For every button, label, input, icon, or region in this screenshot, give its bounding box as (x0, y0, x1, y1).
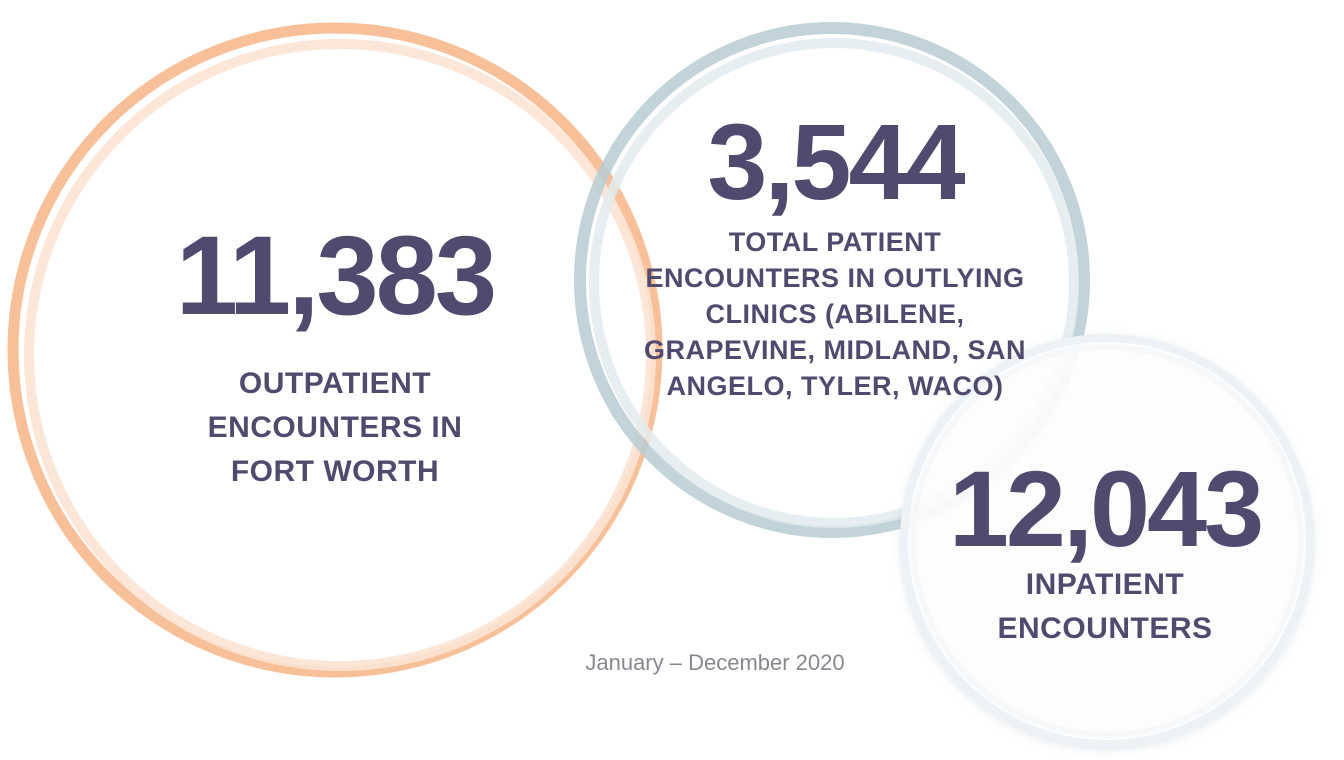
label-line: OUTPATIENT (238, 367, 432, 400)
label-line: ENCOUNTERS (997, 612, 1213, 645)
inpatient-circle (900, 334, 1314, 748)
inpatient-value: 12,043 (948, 448, 1264, 569)
inpatient-stat: 12,043 INPATIENT ENCOUNTERS (930, 455, 1280, 651)
outpatient-value: 11,383 (175, 213, 497, 338)
outlying-circle (574, 22, 1090, 538)
label-line: ENCOUNTERS IN (207, 411, 463, 444)
outlying-label: TOTAL PATIENT ENCOUNTERS IN OUTLYING CLI… (630, 224, 1040, 404)
label-line: INPATIENT (1025, 568, 1185, 601)
outpatient-circle (7, 22, 663, 678)
outlying-stat: 3,544 TOTAL PATIENT ENCOUNTERS IN OUTLYI… (630, 108, 1040, 404)
label-line: CLINICS (ABILENE, (705, 299, 965, 329)
outpatient-stat: 11,383 OUTPATIENT ENCOUNTERS IN FORT WOR… (135, 220, 535, 494)
label-line: ANGELO, TYLER, WACO) (666, 371, 1004, 401)
label-line: FORT WORTH (230, 455, 440, 488)
label-line: TOTAL PATIENT (728, 227, 942, 257)
period-caption: January – December 2020 (585, 650, 845, 675)
outpatient-label: OUTPATIENT ENCOUNTERS IN FORT WORTH (135, 362, 535, 494)
label-line: GRAPEVINE, MIDLAND, SAN (643, 335, 1027, 365)
outlying-value: 3,544 (707, 101, 965, 222)
inpatient-label: INPATIENT ENCOUNTERS (930, 563, 1280, 651)
label-line: ENCOUNTERS IN OUTLYING (645, 263, 1025, 293)
